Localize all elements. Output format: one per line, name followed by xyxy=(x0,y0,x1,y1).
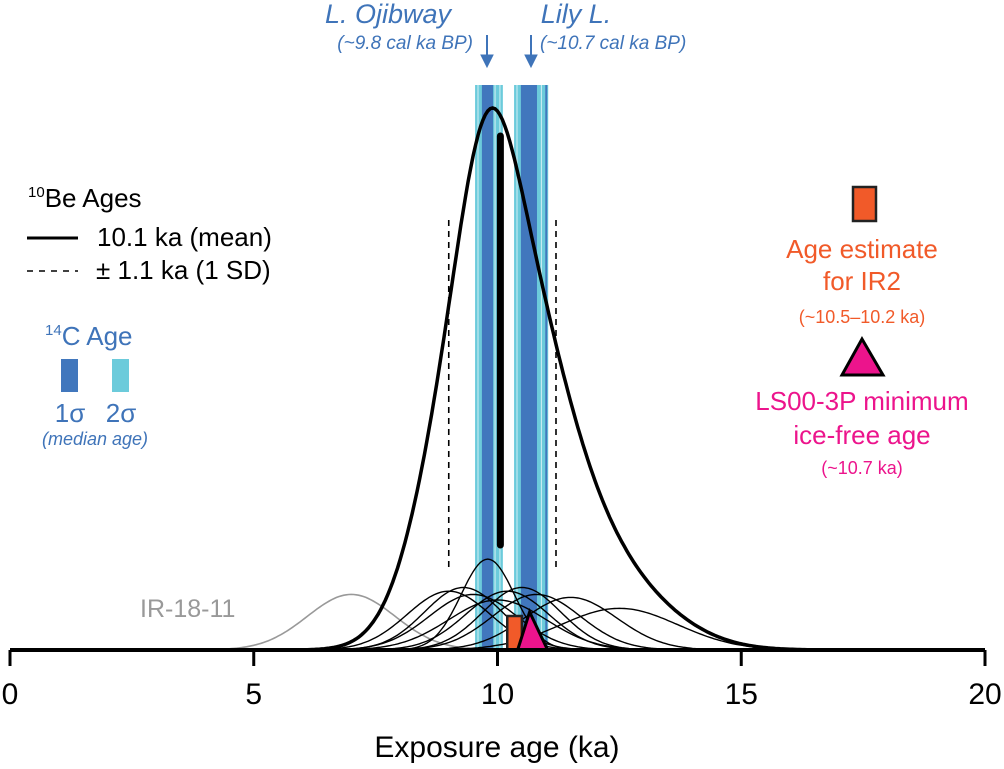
c14-1sigma-band xyxy=(481,85,494,650)
arrow-down-icon xyxy=(480,35,494,69)
legend-ls00-swatch xyxy=(839,335,886,377)
ir2-label-2: for IR2 xyxy=(823,266,901,296)
x-tick-label: 20 xyxy=(968,678,1001,711)
ls00-detail: (~10.7 ka) xyxy=(821,458,903,478)
arrow-down-icon xyxy=(524,35,538,69)
outlier-label: IR-18-11 xyxy=(140,595,235,623)
legend-mean-label: 10.1 ka (mean) xyxy=(97,222,272,252)
x-axis: 0 5 10 15 20 xyxy=(2,648,1002,711)
annotation-lily: Lily L. xyxy=(541,0,612,29)
legend-1sigma-swatch xyxy=(61,359,78,392)
x-tick-label: 5 xyxy=(245,678,262,711)
be10-legend-title: 10Be Ages xyxy=(28,183,142,213)
legend-median-note: (median age) xyxy=(42,429,148,449)
legend-ir2-swatch xyxy=(851,185,878,223)
c14-legend-title: 14C Age xyxy=(45,321,133,351)
legend-sd-label: ± 1.1 ka (1 SD) xyxy=(96,255,271,285)
legend-2sigma-label: 2σ xyxy=(106,398,137,428)
annotation-ojibway: L. Ojibway xyxy=(325,0,453,29)
legend-1sigma-label: 1σ xyxy=(55,398,86,428)
ls00-label-2: ice-free age xyxy=(793,420,930,450)
ir2-label-1: Age estimate xyxy=(786,234,938,264)
x-tick-label: 0 xyxy=(2,678,19,711)
legend-2sigma-swatch xyxy=(112,359,129,392)
ls00-label-1: LS00-3P minimum xyxy=(755,386,968,416)
annotation-lily-detail: (~10.7 cal ka BP) xyxy=(540,33,686,54)
x-tick-label: 10 xyxy=(481,678,514,711)
c14-1sigma-band xyxy=(545,85,548,650)
x-tick-label: 15 xyxy=(725,678,758,711)
c14-1sigma-band xyxy=(520,85,537,650)
annotation-ojibway-detail: (~9.8 cal ka BP) xyxy=(337,33,473,54)
x-axis-label: Exposure age (ka) xyxy=(374,731,619,764)
ir2-detail: (~10.5–10.2 ka) xyxy=(799,307,926,327)
c14-bands xyxy=(475,85,549,650)
